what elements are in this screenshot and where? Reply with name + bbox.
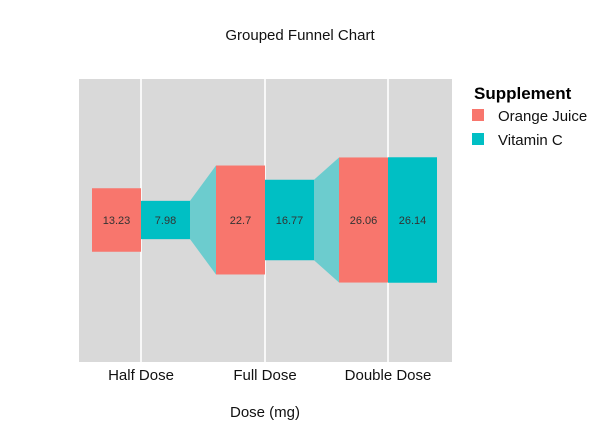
bar-value-label: 16.77 [276, 215, 304, 227]
x-axis-title: Dose (mg) [230, 404, 300, 421]
x-tick-label: Double Dose [345, 367, 432, 384]
bar-value-label: 26.14 [399, 215, 427, 227]
funnel-bar [339, 157, 388, 283]
legend-title: Supplement [474, 84, 572, 103]
chart-title: Grouped Funnel Chart [225, 27, 375, 44]
bar-value-label: 7.98 [155, 215, 176, 227]
bar-value-label: 26.06 [350, 215, 378, 227]
legend-label: Orange Juice [498, 108, 587, 125]
x-tick-label: Full Dose [233, 367, 296, 384]
legend: Supplement Orange Juice Vitamin C [472, 84, 587, 149]
funnel-connector [190, 165, 216, 275]
bar-value-label: 13.23 [103, 215, 131, 227]
legend-label: Vitamin C [498, 132, 563, 149]
funnel-bar [265, 179, 314, 261]
funnel-bar [92, 188, 141, 252]
funnel-connectors [190, 157, 339, 283]
bar-labels: 13.23 7.98 22.7 16.77 26.06 26.14 [103, 215, 427, 227]
funnel-bar [141, 200, 190, 240]
funnel-bars [92, 157, 437, 283]
x-tick-labels: Half Dose Full Dose Double Dose [108, 367, 431, 384]
legend-swatch [472, 109, 484, 121]
funnel-connector [314, 157, 339, 283]
x-tick-label: Half Dose [108, 367, 174, 384]
bar-value-label: 22.7 [230, 215, 251, 227]
funnel-bar [388, 157, 437, 283]
legend-swatch [472, 133, 484, 145]
funnel-bar [216, 165, 265, 275]
